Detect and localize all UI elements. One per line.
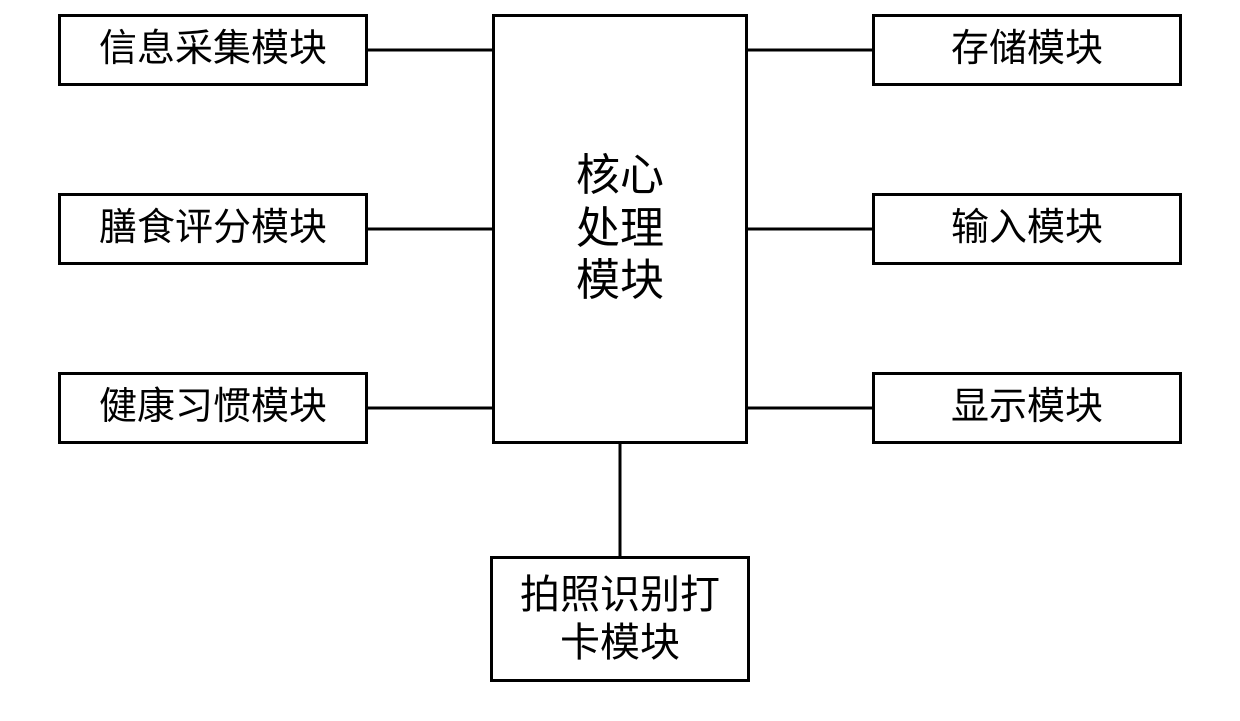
node-right3-label: 显示模块 xyxy=(951,385,1103,431)
diagram-canvas: 核心 处理 模块 信息采集模块 膳食评分模块 健康习惯模块 存储模块 输入模块 … xyxy=(0,0,1240,721)
node-right2: 输入模块 xyxy=(872,193,1182,265)
node-right2-label: 输入模块 xyxy=(951,206,1103,252)
node-left1: 信息采集模块 xyxy=(58,14,368,86)
node-bottom-label: 拍照识别打 卡模块 xyxy=(520,571,720,667)
node-bottom: 拍照识别打 卡模块 xyxy=(490,556,750,682)
node-left1-label: 信息采集模块 xyxy=(99,27,327,73)
node-center: 核心 处理 模块 xyxy=(492,14,748,444)
node-right1-label: 存储模块 xyxy=(951,27,1103,73)
node-right3: 显示模块 xyxy=(872,372,1182,444)
node-left2-label: 膳食评分模块 xyxy=(99,206,327,252)
node-center-label-2: 处理 xyxy=(576,203,664,256)
node-bottom-label-1: 拍照识别打 xyxy=(520,572,720,617)
node-bottom-label-2: 卡模块 xyxy=(560,620,680,665)
node-left3: 健康习惯模块 xyxy=(58,372,368,444)
node-left3-label: 健康习惯模块 xyxy=(99,385,327,431)
node-center-label-1: 核心 xyxy=(576,150,664,203)
node-center-label-3: 模块 xyxy=(576,255,664,308)
node-left2: 膳食评分模块 xyxy=(58,193,368,265)
node-right1: 存储模块 xyxy=(872,14,1182,86)
